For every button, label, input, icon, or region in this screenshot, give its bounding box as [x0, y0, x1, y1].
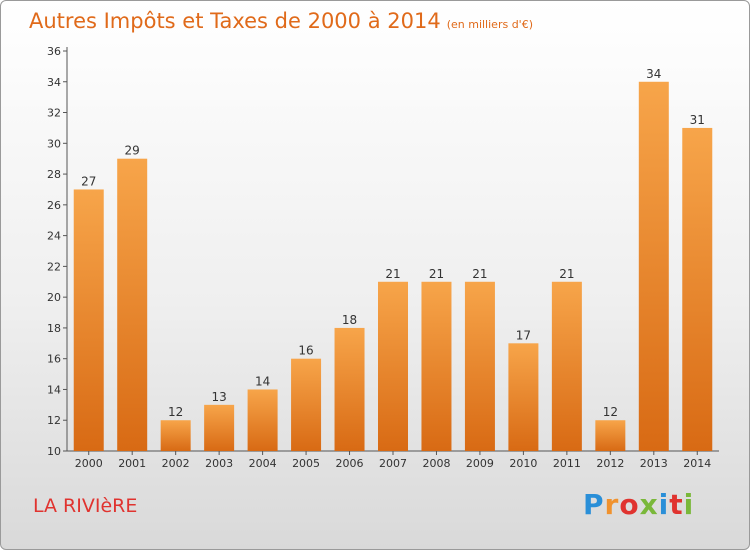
data-label: 14	[255, 374, 270, 388]
data-label: 27	[81, 174, 96, 188]
y-tick-label: 32	[47, 107, 61, 120]
bar	[595, 420, 626, 451]
y-tick-label: 20	[47, 291, 61, 304]
x-tick-label: 2011	[553, 457, 581, 470]
data-label: 17	[516, 328, 531, 342]
y-tick-label: 30	[47, 137, 61, 150]
x-tick-label: 2010	[509, 457, 537, 470]
y-tick-label: 28	[47, 168, 61, 181]
chart-title-text: Autres Impôts et Taxes de 2000 à 2014	[29, 9, 441, 33]
y-tick-label: 16	[47, 353, 61, 366]
data-label: 29	[125, 144, 140, 158]
x-tick-label: 2002	[162, 457, 190, 470]
bar	[160, 420, 191, 451]
x-tick-label: 2006	[336, 457, 364, 470]
bar	[204, 404, 235, 451]
bar	[508, 343, 539, 451]
data-label: 21	[385, 267, 400, 281]
bar	[464, 281, 495, 451]
data-label: 12	[168, 405, 183, 419]
commune-name: LA RIVIèRE	[33, 495, 138, 517]
chart-bars	[73, 81, 713, 452]
bar	[378, 281, 408, 451]
x-tick-label: 2000	[75, 457, 103, 470]
bar	[334, 327, 365, 451]
bar	[247, 389, 278, 451]
y-tick-label: 22	[47, 260, 61, 273]
bar	[117, 158, 148, 451]
data-label: 21	[429, 267, 444, 281]
y-tick-label: 34	[47, 76, 61, 89]
data-label: 31	[690, 113, 705, 127]
y-tick-label: 36	[47, 45, 61, 58]
y-tick-label: 10	[47, 445, 61, 458]
x-tick-label: 2003	[205, 457, 233, 470]
logo-letter: t	[669, 488, 684, 521]
bar	[421, 281, 452, 451]
data-label: 12	[603, 405, 618, 419]
data-label: 13	[211, 390, 226, 404]
logo-letter: i	[683, 488, 695, 521]
logo-letter: P	[583, 488, 605, 521]
bar	[682, 127, 713, 451]
x-tick-label: 2012	[596, 457, 624, 470]
bar	[551, 281, 582, 451]
y-tick-label: 12	[47, 414, 61, 427]
chart-x-tick-labels: 2000 2001 2002 2003 2004 2005 2006 2007 2008 2009…	[75, 451, 711, 470]
proxiti-logo[interactable]: Proxiti	[583, 488, 694, 521]
data-label: 21	[559, 267, 574, 281]
x-tick-label: 2001	[118, 457, 146, 470]
y-tick-label: 14	[47, 383, 61, 396]
chart-subtitle: (en milliers d'€)	[446, 18, 533, 31]
y-tick-label: 18	[47, 322, 61, 335]
chart-data-labels: 27 29 12 13 14 16 18 21 21 21 17 21 12 34 31	[81, 67, 705, 419]
x-tick-label: 2007	[379, 457, 407, 470]
x-tick-label: 2009	[466, 457, 494, 470]
y-tick-label: 26	[47, 199, 61, 212]
data-label: 21	[472, 267, 487, 281]
bar	[291, 358, 322, 451]
y-tick-label: 24	[47, 230, 61, 243]
chart-y-tick-labels: 10 12 14 16 18 20 22 24 26 28 30 32 34 36	[47, 45, 67, 458]
chart-title: Autres Impôts et Taxes de 2000 à 2014 (en…	[29, 9, 533, 33]
x-tick-label: 2004	[249, 457, 277, 470]
data-label: 18	[342, 313, 357, 327]
x-tick-label: 2014	[683, 457, 711, 470]
x-tick-label: 2008	[422, 457, 450, 470]
data-label: 16	[298, 344, 313, 358]
logo-letter: r	[604, 488, 620, 521]
x-tick-label: 2013	[640, 457, 668, 470]
logo-letter: o	[619, 488, 640, 521]
logo-letter: x	[639, 488, 659, 521]
logo-letter: i	[658, 488, 670, 521]
x-tick-label: 2005	[292, 457, 320, 470]
data-label: 34	[646, 67, 661, 81]
bar	[638, 81, 669, 452]
bar	[73, 189, 104, 451]
